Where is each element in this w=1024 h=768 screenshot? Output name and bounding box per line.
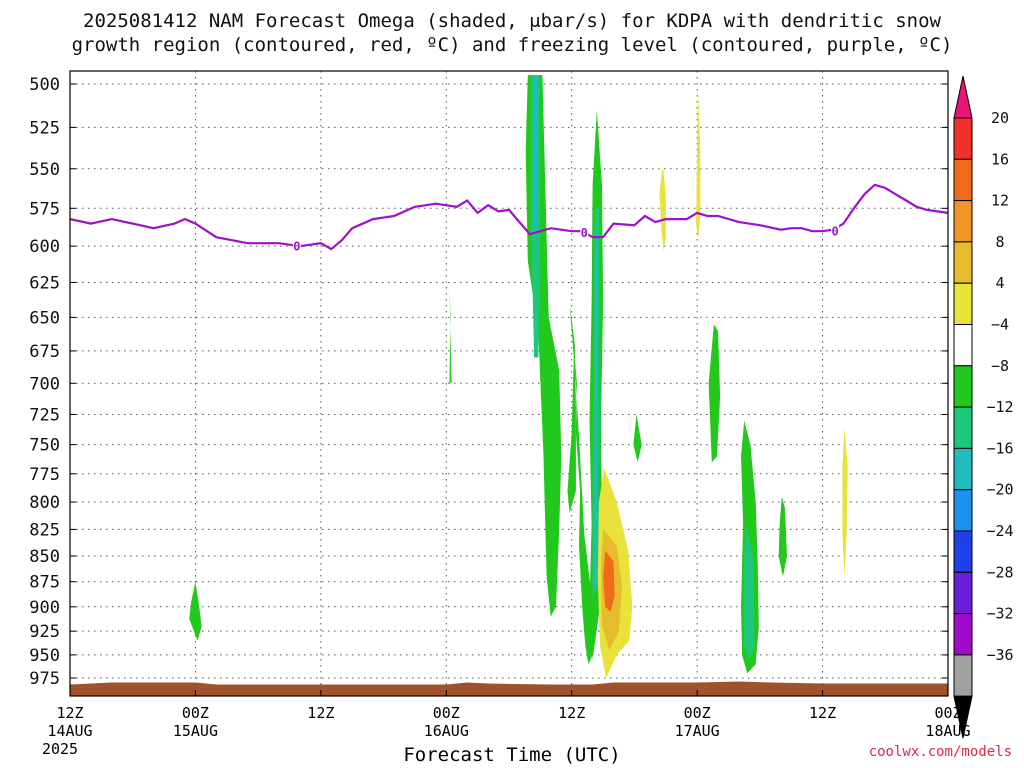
omega-region [744,524,755,660]
colorbar-label: −4 [991,316,1009,334]
colorbar: 20 16 12 8 4 −4 −8 −12 −16 −20 −24 −28 −32 −36 [953,75,1014,739]
x-date-label: 15AUG [173,722,218,740]
colorbar-segment [953,117,973,160]
colorbar-label: −32 [986,605,1013,623]
omega-shading [189,75,848,678]
colorbar-label: −12 [986,398,1013,416]
y-tick-label: 575 [29,199,60,219]
colorbar-label: 16 [991,150,1009,168]
y-tick-label: 900 [29,598,60,618]
colorbar-segment [953,241,973,284]
y-tick-label: 650 [29,308,60,328]
credit-text: coolwx.com/models [868,744,1012,760]
x-date-label: 17AUG [675,722,720,740]
x-date-label: 16AUG [424,722,469,740]
omega-region [633,414,642,463]
y-tick-label: 850 [29,547,60,567]
contour-label: 0 [581,226,588,240]
colorbar-segment [953,530,973,573]
colorbar-label: 8 [995,233,1004,251]
omega-region [659,165,666,251]
omega-region [603,550,615,612]
y-tick-label: 525 [29,118,60,138]
chart-title-line2: growth region (contoured, red, ºC) and f… [71,34,953,56]
colorbar-segment [953,447,973,491]
colorbar-label: 4 [995,274,1004,292]
omega-region [533,75,538,232]
y-tick-label: 825 [29,520,60,540]
x-tick-label: 00Z [433,704,460,722]
colorbar-segment [953,365,973,408]
y-tick-label: 700 [29,374,60,394]
colorbar-label: −36 [986,646,1013,664]
omega-region [708,324,721,463]
colorbar-segment [953,406,973,449]
x-tick-label: 00Z [684,704,711,722]
x-axis-title: Forecast Time (UTC) [403,744,621,766]
colorbar-label: −24 [986,522,1013,540]
y-tick-label: 775 [29,465,60,485]
omega-region [842,426,848,577]
x-date-label: 14AUG [47,722,92,740]
y-tick-label: 500 [29,75,60,95]
colorbar-bottom-arrow [953,695,973,739]
x-tick-label: 00Z [182,704,209,722]
x-tick-label: 12Z [56,704,83,722]
omega-region [567,303,576,514]
x-tick-label: 12Z [558,704,585,722]
colorbar-segment [953,489,973,532]
y-tick-label: 600 [29,237,60,257]
colorbar-label: 12 [991,192,1009,210]
contour-label-bg [831,224,840,239]
colorbar-segment [953,282,973,326]
y-tick-label: 675 [29,342,60,362]
colorbar-segment [953,613,973,656]
y-tick-label: 950 [29,646,60,666]
y-tick-label: 975 [29,669,60,689]
terrain-surface [70,681,948,696]
x-tick-label: 12Z [307,704,334,722]
colorbar-segment [953,200,973,243]
x-tick-label: 00Z [934,704,961,722]
omega-region [778,496,787,577]
contour-label-bg [292,239,301,254]
colorbar-label: −16 [986,439,1013,457]
colorbar-segment [953,654,973,697]
chart-title-line1: 2025081412 NAM Forecast Omega (shaded, μ… [83,10,941,32]
y-tick-label: 725 [29,405,60,425]
grid-lines [70,71,948,696]
y-axis: 500 525 550 575 600 625 650 675 700 725 750 775 800 8… [29,75,948,689]
omega-region [696,91,701,239]
y-tick-label: 800 [29,493,60,513]
colorbar-label: −28 [986,563,1013,581]
y-tick-label: 625 [29,273,60,293]
contour-label: 0 [293,240,300,254]
x-tick-label: 12Z [809,704,836,722]
y-tick-label: 750 [29,436,60,456]
colorbar-top-arrow [953,75,973,119]
colorbar-label: −8 [991,357,1009,375]
y-tick-label: 875 [29,573,60,593]
contour-label: 0 [831,225,838,239]
omega-region [594,231,598,587]
omega-region [571,324,593,665]
terrain-layer [70,681,948,696]
contour-label-bg [580,225,589,240]
x-date-label: 18AUG [925,722,970,740]
omega-region [449,282,452,384]
colorbar-segment [953,324,973,367]
y-tick-label: 925 [29,622,60,642]
colorbar-segment [953,571,973,615]
y-tick-label: 550 [29,160,60,180]
freezing-level-contour: 0 0 0 [70,183,948,254]
x-year-label: 2025 [42,740,78,758]
colorbar-segment [953,158,973,202]
colorbar-label: −20 [986,481,1013,499]
colorbar-label: 20 [991,109,1009,127]
omega-region [189,581,202,641]
